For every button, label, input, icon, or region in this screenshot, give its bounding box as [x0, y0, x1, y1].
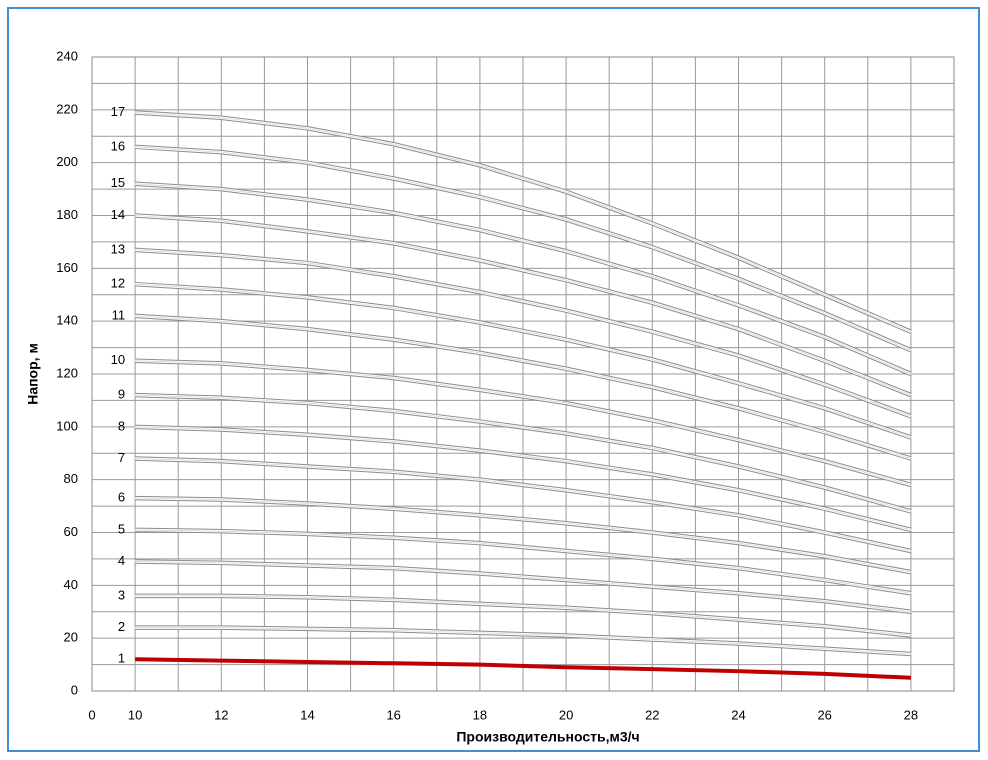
curve-core: [135, 394, 912, 512]
y-tick-label: 80: [64, 471, 78, 486]
series-label: 1: [118, 651, 125, 666]
curve-core: [135, 497, 911, 573]
curve-core: [135, 627, 911, 655]
series-label: 9: [118, 387, 125, 402]
series-label: 8: [118, 418, 125, 433]
y-tick-label: 180: [56, 207, 78, 222]
x-tick-label: 14: [300, 707, 314, 722]
y-tick-label: 240: [56, 48, 78, 63]
series-label: 13: [111, 241, 125, 256]
series-label: 4: [118, 553, 125, 568]
x-tick-label: 18: [473, 707, 487, 722]
curve: [135, 657, 911, 680]
x-tick-label: 20: [559, 707, 573, 722]
y-tick-label: 120: [56, 365, 78, 380]
x-axis-label: Производительность,м3/ч: [456, 729, 639, 745]
x-tick-label: 26: [817, 707, 831, 722]
y-tick-label: 100: [56, 418, 78, 433]
x-tick-label: 22: [645, 707, 659, 722]
curve-core: [135, 458, 911, 552]
y-tick-label: 40: [64, 577, 78, 592]
y-tick-label: 140: [56, 313, 78, 328]
plot-border: [91, 56, 955, 692]
y-axis-label: Напор, м: [25, 343, 41, 405]
series-label: 12: [111, 276, 125, 291]
series-label: 15: [111, 175, 125, 190]
curve-core: [135, 183, 912, 375]
x-tick-label: 16: [386, 707, 400, 722]
curve-core: [135, 426, 911, 531]
x-tick-label: 10: [128, 707, 142, 722]
y-tick-label: 20: [64, 630, 78, 645]
series-label: 11: [112, 307, 126, 322]
series-label: 17: [111, 104, 125, 119]
y-tick-label: 60: [64, 524, 78, 539]
y-tick-label: 0: [71, 682, 78, 697]
curve-core: [135, 112, 912, 333]
series-label: 10: [111, 352, 125, 367]
curve-core: [135, 215, 912, 396]
y-tick-label: 160: [56, 260, 78, 275]
curve-core: [135, 595, 911, 636]
curve-core: [135, 249, 912, 417]
curve-core: [135, 283, 912, 438]
x-tick-label: 28: [904, 707, 918, 722]
series-label: 3: [118, 587, 125, 602]
frame: [7, 7, 980, 752]
series-label: 14: [111, 207, 125, 222]
series-label: 7: [118, 450, 125, 465]
series-label: 6: [118, 490, 125, 505]
x-tick-label: 0: [88, 707, 95, 722]
series-label: 2: [118, 619, 125, 634]
curve-core: [135, 561, 911, 613]
x-tick-label: 24: [731, 707, 745, 722]
series-label: 16: [111, 138, 125, 153]
curve-core: [135, 529, 911, 594]
y-tick-label: 200: [56, 154, 78, 169]
y-tick-label: 220: [56, 101, 78, 116]
curve-core: [135, 146, 912, 351]
curve-core: [135, 360, 912, 486]
series-label: 5: [118, 521, 125, 536]
x-tick-label: 12: [214, 707, 228, 722]
curve-core: [135, 315, 912, 459]
